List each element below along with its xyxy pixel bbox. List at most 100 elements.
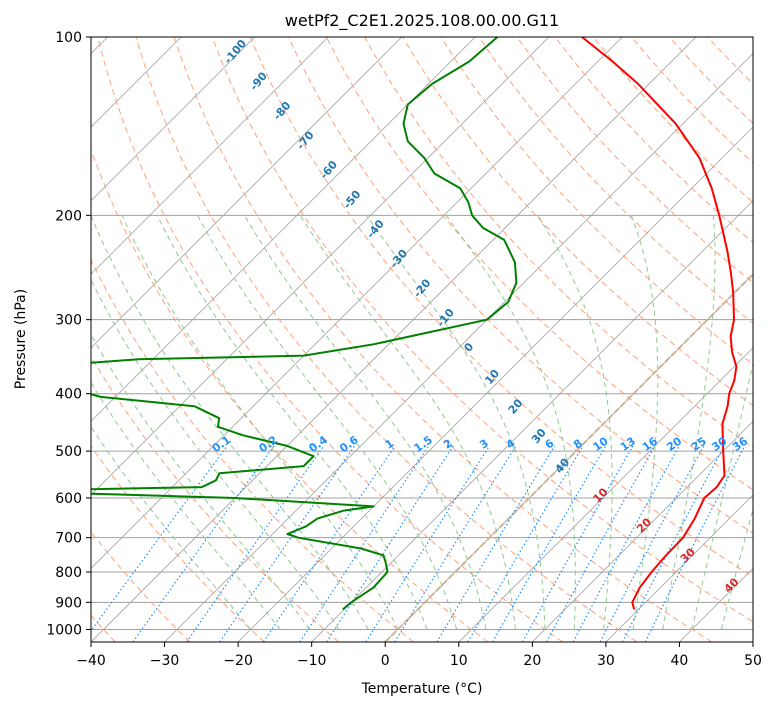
dry-adiabat-label: -20 (411, 276, 434, 300)
y-tick-label: 400 (55, 387, 82, 403)
y-tick-label: 200 (55, 208, 82, 224)
mixing-ratio-line (467, 445, 584, 642)
mixing-ratio-label: 0.1 (210, 433, 233, 455)
x-tick-label: −30 (150, 653, 180, 669)
x-tick-label: −20 (223, 653, 253, 669)
background-lines (91, 37, 753, 642)
dry-adiabat-label: -40 (364, 217, 387, 241)
moist-adiabat (156, 215, 428, 630)
dry-adiabat (91, 258, 414, 642)
dry-adiabat-label: -80 (271, 99, 294, 123)
isotherm-line (91, 37, 255, 202)
chart-title: wetPf2_C2E1.2025.108.00.00.G11 (285, 11, 559, 31)
mixing-ratio-line (622, 445, 725, 642)
dry-adiabat-label: -60 (317, 158, 340, 182)
isotherm-line (605, 494, 753, 642)
dry-adiabat (287, 37, 753, 534)
y-tick-label: 100 (55, 30, 82, 46)
isotherm-line (384, 273, 753, 642)
isotherm-line (458, 347, 753, 642)
dry-adiabat (326, 37, 753, 491)
x-tick-label: 40 (671, 653, 689, 669)
moist-adiabat (197, 215, 458, 630)
moist-adiabat (91, 278, 340, 630)
dry-adiabat (554, 37, 753, 244)
x-tick-label: 30 (597, 653, 615, 669)
moist-adiabat-label: 40 (722, 575, 742, 595)
mixing-ratio-line (262, 445, 396, 642)
y-tick-label: 300 (55, 313, 82, 329)
mixing-ratio-line (326, 445, 454, 642)
x-tick-label: −10 (297, 653, 327, 669)
isotherm-line (91, 37, 403, 349)
dry-adiabat (516, 37, 753, 284)
mixing-ratio-line (572, 445, 680, 642)
line-labels: 0.1 0.2 0.4 0.6 1 1.5 2 3 4 6 8 10 13 16 20 25 30 36-100-… (210, 37, 751, 596)
dry-adiabat (135, 37, 638, 642)
mixing-ratio-line (394, 445, 517, 642)
moist-adiabat-label: 20 (634, 515, 654, 535)
x-tick-label: 0 (381, 653, 390, 669)
y-tick-label: 900 (55, 595, 82, 611)
y-tick-label: 500 (55, 444, 82, 460)
dry-adiabat (91, 355, 340, 642)
mixing-ratio-line (599, 445, 705, 642)
isotherm-line (91, 37, 623, 569)
moist-adiabat (630, 215, 659, 630)
moist-adiabat-label: 10 (591, 485, 611, 505)
mixing-ratio-line (521, 445, 634, 642)
plot-frame (90, 36, 754, 643)
y-tick-label: 800 (55, 565, 82, 581)
x-axis-label: Temperature (°C) (361, 681, 483, 697)
moist-adiabat (244, 215, 487, 630)
x-tick-label: −40 (76, 653, 106, 669)
dry-adiabat (707, 37, 753, 85)
moist-adiabat (691, 360, 753, 630)
moist-adiabat (121, 215, 399, 630)
dry-adiabat (440, 37, 753, 365)
mixing-ratio-label: 2 (441, 437, 455, 452)
moist-adiabat (91, 333, 310, 630)
mixing-ratio-label: 0.6 (337, 433, 361, 455)
x-tick-label: 50 (744, 653, 762, 669)
moist-adiabat (366, 215, 546, 630)
dry-adiabat-label: -70 (294, 128, 317, 152)
dewpoint-profile (91, 37, 518, 611)
dry-adiabat-label: -90 (247, 69, 270, 93)
y-tick-label: 700 (55, 531, 82, 547)
freezing-isotherm (384, 272, 753, 642)
x-tick-label: 10 (450, 653, 468, 669)
y-axis-label: Pressure (hPa) (13, 289, 29, 389)
mixing-ratio-line (365, 445, 491, 642)
moist-adiabat-label: 30 (678, 545, 698, 565)
moist-adiabat (720, 507, 753, 630)
isotherm-line (237, 126, 753, 642)
dry-adiabat (249, 37, 753, 578)
isotherm-line (164, 53, 753, 642)
moist-adiabat (662, 215, 716, 630)
dry-adiabat (91, 148, 489, 642)
moist-adiabat (537, 215, 613, 630)
moist-adiabat (445, 215, 576, 630)
profiles (91, 37, 738, 611)
mixing-ratio-line (644, 445, 746, 642)
dry-adiabat-label: 40 (552, 455, 572, 475)
dry-adiabat-label: 20 (506, 396, 526, 416)
moist-adiabat (91, 215, 369, 630)
mixing-ratio-line (299, 445, 430, 642)
y-tick-label: 1000 (46, 622, 82, 638)
dry-adiabat-label: 0 (461, 340, 476, 354)
temperature-profile (581, 37, 738, 610)
dry-adiabat (97, 37, 563, 642)
axes: −40 −30 −20 −10 0 10 20 30 40 5010020030040050060… (46, 30, 762, 669)
isotherm-line (532, 420, 753, 642)
mixing-ratio-label: 0.4 (306, 433, 330, 455)
mixing-ratio-label: 1.5 (412, 433, 435, 455)
isotherm-line (752, 641, 753, 642)
isotherm-line (91, 37, 476, 422)
moist-adiabat (299, 215, 516, 630)
isotherm-line (91, 37, 550, 496)
dry-adiabat (173, 37, 713, 642)
x-tick-label: 20 (523, 653, 541, 669)
